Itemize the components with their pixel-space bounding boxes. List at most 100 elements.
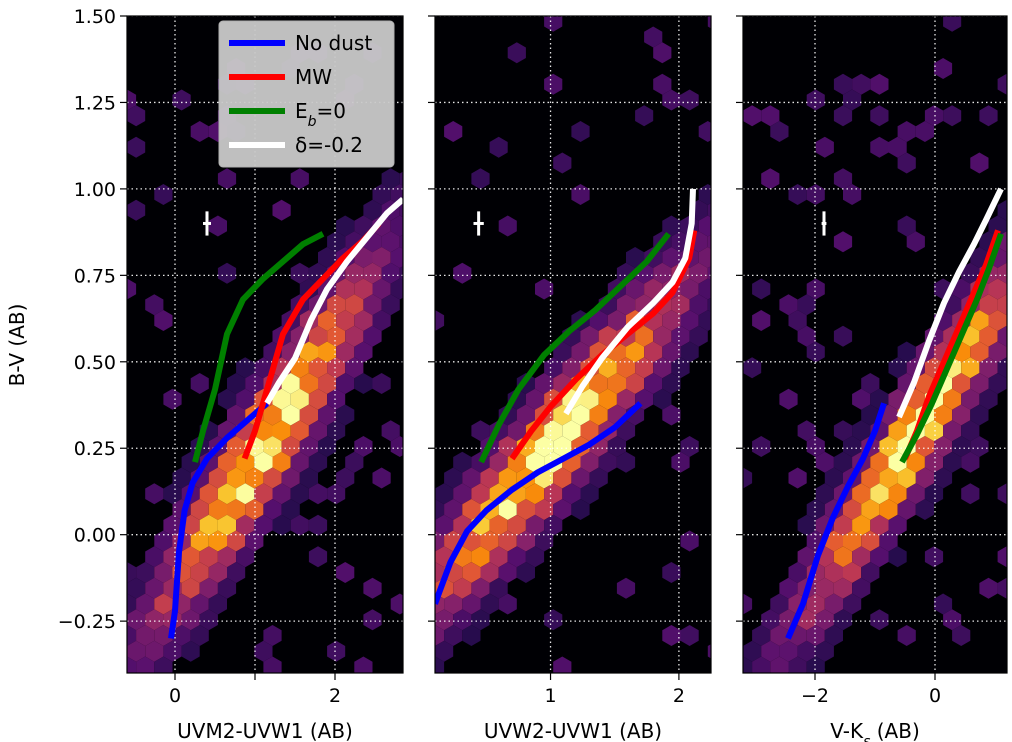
hexbin-cell <box>208 467 227 489</box>
hexbin-cell <box>544 420 563 442</box>
hexbin-cell <box>806 593 825 615</box>
hexbin-cell <box>507 42 526 64</box>
hexbin-cell <box>961 451 980 473</box>
hexbin-cell <box>272 420 291 442</box>
x-tick-label: 0 <box>169 685 181 707</box>
hexbin-cell <box>163 388 182 410</box>
hexbin-cell <box>806 499 825 520</box>
hexbin-cell <box>444 499 463 520</box>
hexbin-cell <box>589 404 608 426</box>
hexbin-cell <box>372 278 391 300</box>
hexbin-cell <box>979 105 998 127</box>
hexbin-cell <box>507 546 526 568</box>
hexbin-cell <box>327 420 346 442</box>
hexbin-cell <box>924 105 944 127</box>
hexbin-cell <box>190 373 209 394</box>
hexbin-cell <box>154 530 173 552</box>
hexbin-cell <box>997 294 1007 316</box>
hexbin-cell <box>671 357 690 379</box>
hexbin-cell <box>372 467 391 489</box>
hexbin-cell <box>852 514 871 536</box>
hexbin-cell <box>525 546 545 568</box>
hexbin-cell <box>190 499 209 520</box>
hexbin-cell <box>888 546 907 568</box>
hexbin-cell <box>671 451 690 473</box>
legend-entry: δ=-0.2 <box>229 133 363 157</box>
hexbin-cell <box>453 609 472 631</box>
hexbin-cell <box>245 499 264 520</box>
hexbin-cell <box>870 546 889 568</box>
hexbin-cell <box>336 467 355 489</box>
hexbin-cell <box>653 357 672 379</box>
hexbin-cell <box>408 594 426 615</box>
hexbin-cell <box>824 625 843 646</box>
hexbin-cell <box>336 373 355 394</box>
legend-label: MW <box>295 65 332 89</box>
hexbin-cell <box>680 625 699 646</box>
hexbin-cell <box>797 325 816 347</box>
hexbin-cell <box>199 546 218 568</box>
hexbin-cell <box>707 203 711 218</box>
hexbin-cell <box>843 562 862 583</box>
y-tick-label: 0.25 <box>74 438 116 460</box>
hexbin-cell <box>833 577 853 599</box>
hexbin-cell <box>752 278 771 300</box>
hexbin-cell <box>417 578 435 599</box>
hexbin-cell <box>644 341 663 363</box>
hexbin-cell <box>717 373 735 394</box>
hexbin-cell <box>363 325 382 347</box>
hexbin-cell <box>217 514 237 536</box>
hexbin-cell <box>516 530 535 552</box>
hexbin-cell <box>653 42 672 64</box>
hexbin-cell <box>145 640 164 662</box>
hexbin-cell <box>516 499 535 520</box>
hexbin-cell <box>354 341 373 363</box>
hexbin-cell <box>471 483 490 505</box>
hexbin-cell <box>471 609 490 631</box>
hexbin-cell <box>208 562 227 583</box>
hexbin-cell <box>181 640 200 662</box>
grid <box>435 15 711 673</box>
hexbin-cell <box>208 593 227 615</box>
hexbin-cell <box>861 562 880 583</box>
hexbin-cell <box>743 467 753 489</box>
hexbin-cell <box>616 388 636 410</box>
hexbin-cell <box>806 625 825 646</box>
hexbin-cell <box>327 294 346 316</box>
hexbin-cell <box>134 672 138 673</box>
x-tick-label: −2 <box>801 685 829 707</box>
hexbin-cell <box>952 436 971 457</box>
y-tick-label: 0.00 <box>74 525 116 547</box>
hexbin-cell <box>553 656 572 673</box>
hexbin-cell <box>598 451 617 473</box>
hexbin-cell <box>797 420 816 442</box>
hexbin-cell <box>290 451 309 473</box>
hexbin-cell <box>153 672 156 673</box>
hexbin-cell <box>879 499 898 520</box>
hexbin-cell <box>480 593 499 615</box>
series-line <box>563 188 696 416</box>
hexbin-cell <box>399 266 403 281</box>
hexbin-cell <box>272 451 291 473</box>
hexbin-cell <box>662 404 681 426</box>
hexbin-cell <box>127 656 137 673</box>
hexbin-cell <box>127 640 146 662</box>
hexbin-cell <box>471 577 490 599</box>
hexbin-cell <box>136 656 155 673</box>
error-bar <box>203 211 211 236</box>
hexbin-cell <box>444 121 463 142</box>
hexbin-cell <box>190 121 209 142</box>
hexbin-cell <box>961 388 980 410</box>
hexbin-cell <box>227 530 246 552</box>
hexbin-cell <box>725 452 743 473</box>
hexbin-cell <box>671 294 690 316</box>
hexbin-cell <box>498 467 517 489</box>
hexbin-cell <box>236 514 255 536</box>
hexbin-cell <box>453 483 472 505</box>
hexbin-cell <box>409 184 427 205</box>
hexbin-cell <box>997 199 1007 221</box>
hexbin-cell <box>761 168 780 190</box>
hexbin-cell <box>571 499 590 520</box>
hexbin-cell <box>888 420 907 442</box>
hexbin-cell <box>100 657 118 678</box>
